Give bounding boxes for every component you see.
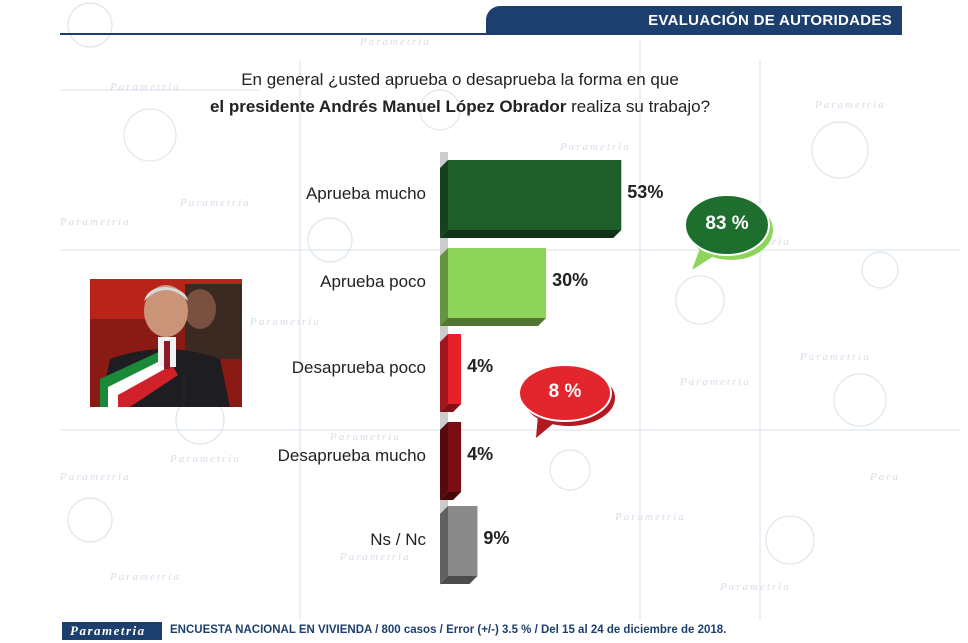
category-label: Ns / Nc bbox=[370, 530, 426, 549]
bar-bottom-2 bbox=[440, 404, 462, 412]
data-label: 4% bbox=[467, 356, 494, 376]
bar-side-4 bbox=[440, 506, 448, 584]
president-photo bbox=[90, 279, 242, 407]
chart-question: En general ¿usted aprueba o desaprueba l… bbox=[180, 66, 740, 120]
bar-bottom-4 bbox=[440, 576, 478, 584]
callout-label-1: 8 % bbox=[548, 381, 582, 402]
category-label: Aprueba mucho bbox=[305, 184, 426, 203]
category-label: Desaprueba mucho bbox=[277, 446, 426, 465]
svg-text:Parametria: Parametria bbox=[679, 376, 751, 388]
footer-source: ENCUESTA NACIONAL EN VIVIENDA / 800 caso… bbox=[170, 624, 727, 636]
bar-side-2 bbox=[440, 334, 448, 412]
category-label: Aprueba poco bbox=[320, 272, 426, 291]
data-label: 53% bbox=[627, 182, 664, 202]
bar-desaprueba-poco bbox=[448, 334, 462, 404]
footer-brand: Parametria bbox=[70, 623, 146, 638]
data-label: 30% bbox=[552, 270, 589, 290]
svg-text:Parametria: Parametria bbox=[359, 36, 431, 48]
bar-bottom-3 bbox=[440, 492, 462, 500]
header-divider bbox=[60, 33, 902, 35]
svg-text:Parametria: Parametria bbox=[614, 511, 686, 523]
svg-text:Parametria: Parametria bbox=[249, 316, 321, 328]
bar-aprueba-mucho bbox=[448, 160, 622, 230]
question-line-2-rest: realiza su trabajo? bbox=[566, 97, 711, 116]
svg-text:Parametria: Parametria bbox=[719, 581, 791, 593]
svg-text:Parametria: Parametria bbox=[814, 99, 886, 111]
bar-side-0 bbox=[440, 160, 448, 238]
svg-text:Parametria: Parametria bbox=[559, 141, 631, 153]
bar-aprueba-poco bbox=[448, 248, 547, 318]
question-line-1: En general ¿usted aprueba o desaprueba l… bbox=[241, 70, 679, 89]
bar-desaprueba-mucho bbox=[448, 422, 462, 492]
svg-text:Parametria: Parametria bbox=[799, 351, 871, 363]
section-title: EVALUACIÓN DE AUTORIDADES bbox=[648, 12, 892, 29]
svg-text:Parametria: Parametria bbox=[169, 453, 241, 465]
svg-text:Parametria: Parametria bbox=[109, 571, 181, 583]
svg-text:Parametria: Parametria bbox=[109, 81, 181, 93]
svg-text:Parametria: Parametria bbox=[59, 471, 131, 483]
footer-brand-tag: Parametria bbox=[62, 622, 162, 640]
category-label: Desaprueba poco bbox=[291, 358, 426, 377]
bar-bottom-0 bbox=[440, 230, 622, 238]
callout-bubble-1 bbox=[518, 364, 615, 438]
bar-side-3 bbox=[440, 422, 448, 500]
svg-text:Parametria: Parametria bbox=[59, 216, 131, 228]
svg-text:Parametria: Parametria bbox=[339, 551, 411, 563]
question-line-2: el presidente Andrés Manuel López Obrado… bbox=[180, 93, 740, 120]
section-header: EVALUACIÓN DE AUTORIDADES bbox=[486, 6, 902, 34]
data-label: 4% bbox=[467, 444, 494, 464]
bar-side-1 bbox=[440, 248, 448, 326]
bar-ns-nc bbox=[448, 506, 478, 576]
svg-text:Parametria: Parametria bbox=[179, 197, 251, 209]
question-line-2-bold: el presidente Andrés Manuel López Obrado… bbox=[209, 97, 567, 116]
svg-text:Parametria: Parametria bbox=[329, 431, 401, 443]
data-label: 9% bbox=[483, 528, 510, 548]
callout-bubble-0 bbox=[684, 194, 773, 270]
callout-label-0: 83 % bbox=[705, 213, 749, 234]
bar-bottom-1 bbox=[440, 318, 547, 326]
svg-text:Para: Para bbox=[869, 471, 900, 483]
